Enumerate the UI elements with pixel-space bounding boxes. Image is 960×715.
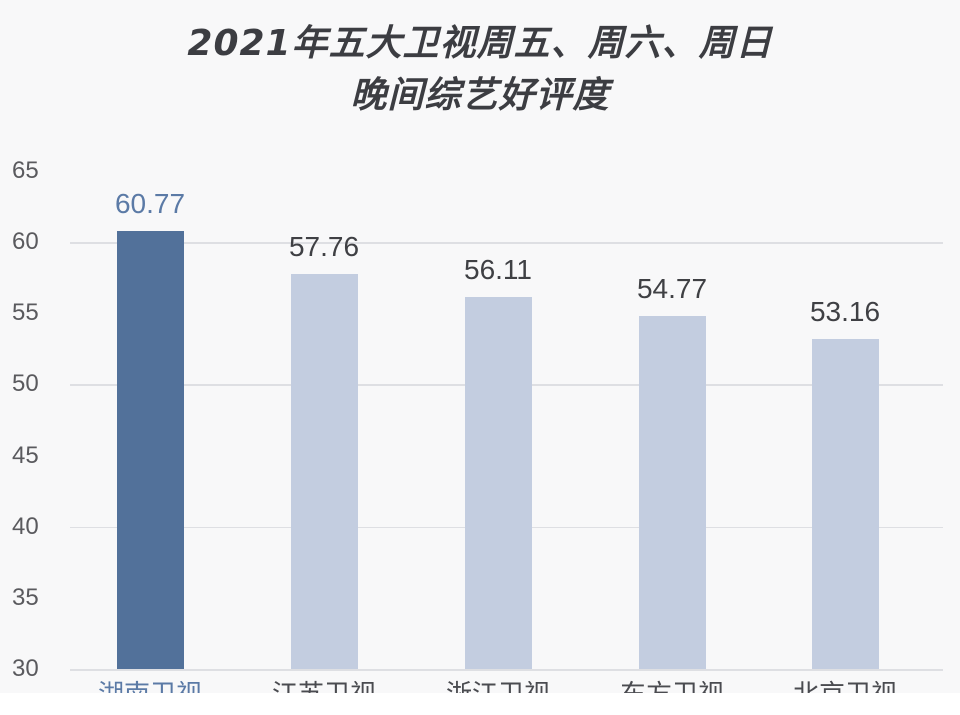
- x-category-label: 浙江卫视: [418, 680, 578, 693]
- bar-value-label: 60.77: [114, 188, 186, 220]
- y-tick-label: 65: [12, 156, 39, 184]
- bar-5: [812, 339, 879, 669]
- y-tick-label: 45: [12, 441, 39, 469]
- x-category-label: 湖南卫视: [70, 680, 230, 693]
- x-category-label: 江苏卫视: [244, 680, 404, 693]
- bar-value-label: 57.76: [288, 230, 360, 262]
- x-category-label: 北京卫视: [765, 680, 925, 693]
- bar-3: [465, 297, 532, 669]
- bar-value-label: 56.11: [464, 254, 532, 286]
- gridline: [70, 669, 943, 671]
- bar-1: [117, 231, 184, 669]
- y-tick-label: 55: [12, 299, 39, 327]
- chart-title-line-2: 晚间综艺好评度: [350, 75, 610, 116]
- gridline: [70, 242, 943, 244]
- bar-4: [639, 316, 706, 669]
- y-tick-label: 40: [12, 512, 39, 540]
- x-axis-labels: 湖南卫视 江苏卫视 浙江卫视 东方卫视北京卫视: [0, 676, 960, 693]
- bar-value-label: 53.16: [809, 296, 881, 328]
- chart-title-line-1: 2021年五大卫视周五、周六、周日: [187, 23, 773, 64]
- y-tick-label: 60: [12, 228, 39, 255]
- bar-value-label: 54.77: [636, 273, 708, 305]
- bottom-margin: [0, 693, 960, 715]
- y-tick-label: 50: [12, 370, 39, 398]
- bar-2: [291, 273, 358, 669]
- x-category-label: 东方卫视: [592, 680, 752, 693]
- y-tick-label: 30: [12, 655, 39, 682]
- y-tick-label: 35: [12, 583, 39, 611]
